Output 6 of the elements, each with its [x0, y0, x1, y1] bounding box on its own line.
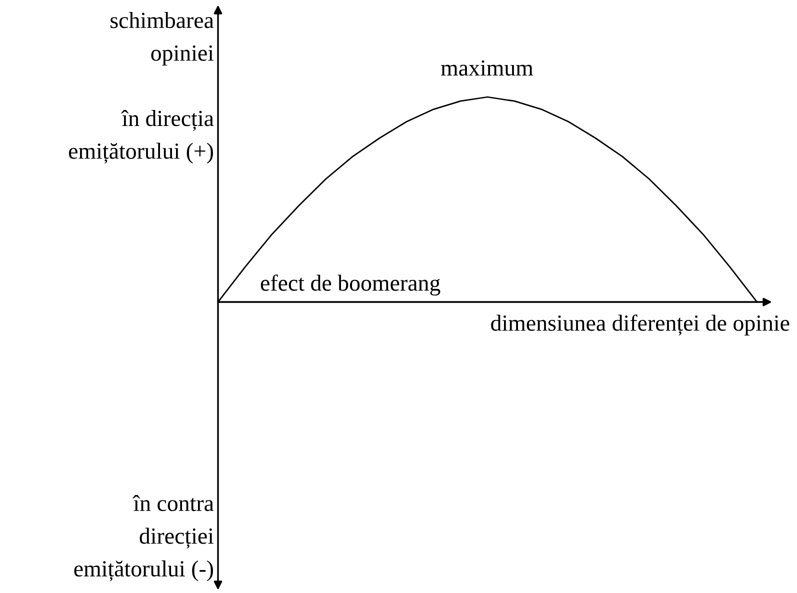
text: în contra direcției emițătorului (-) [74, 494, 214, 582]
y-axis-title: schimbarea opiniei [110, 12, 214, 66]
annotation: în direcția emițătorului (+) [68, 110, 214, 164]
x-axis-title: dimensiunea diferenței de opinie [491, 314, 790, 336]
annotation: efect de boomerang [260, 274, 440, 296]
text: maximum [441, 60, 534, 76]
